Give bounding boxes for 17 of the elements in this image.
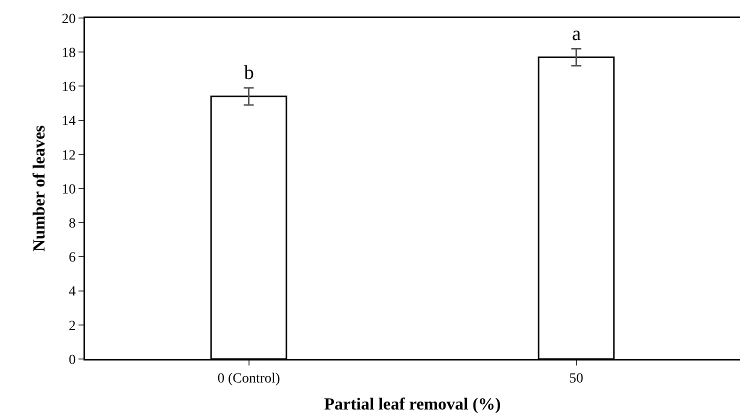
y-tick-label: 16 <box>62 80 76 96</box>
x-axis-title: Partial leaf removal (%) <box>324 394 501 414</box>
y-tick-label: 18 <box>62 46 76 61</box>
x-tick-label: 50 <box>569 371 584 386</box>
y-tick-label: 20 <box>62 12 76 27</box>
y-tick-label: 0 <box>68 352 76 368</box>
y-tick-label: 8 <box>68 216 76 232</box>
annotation: b <box>244 62 254 84</box>
y-tick-label: 2 <box>68 318 76 334</box>
y-tick-label: 12 <box>62 148 76 164</box>
y-tick-label: 6 <box>68 250 76 266</box>
y-axis-title: Number of leaves <box>30 125 48 252</box>
y-tick-label: 4 <box>68 284 76 300</box>
y-tick-label: 14 <box>62 114 76 130</box>
x-tick-label: 0 (Control) <box>217 371 280 386</box>
annotation: a <box>572 23 581 45</box>
y-tick-label: 10 <box>62 182 76 198</box>
